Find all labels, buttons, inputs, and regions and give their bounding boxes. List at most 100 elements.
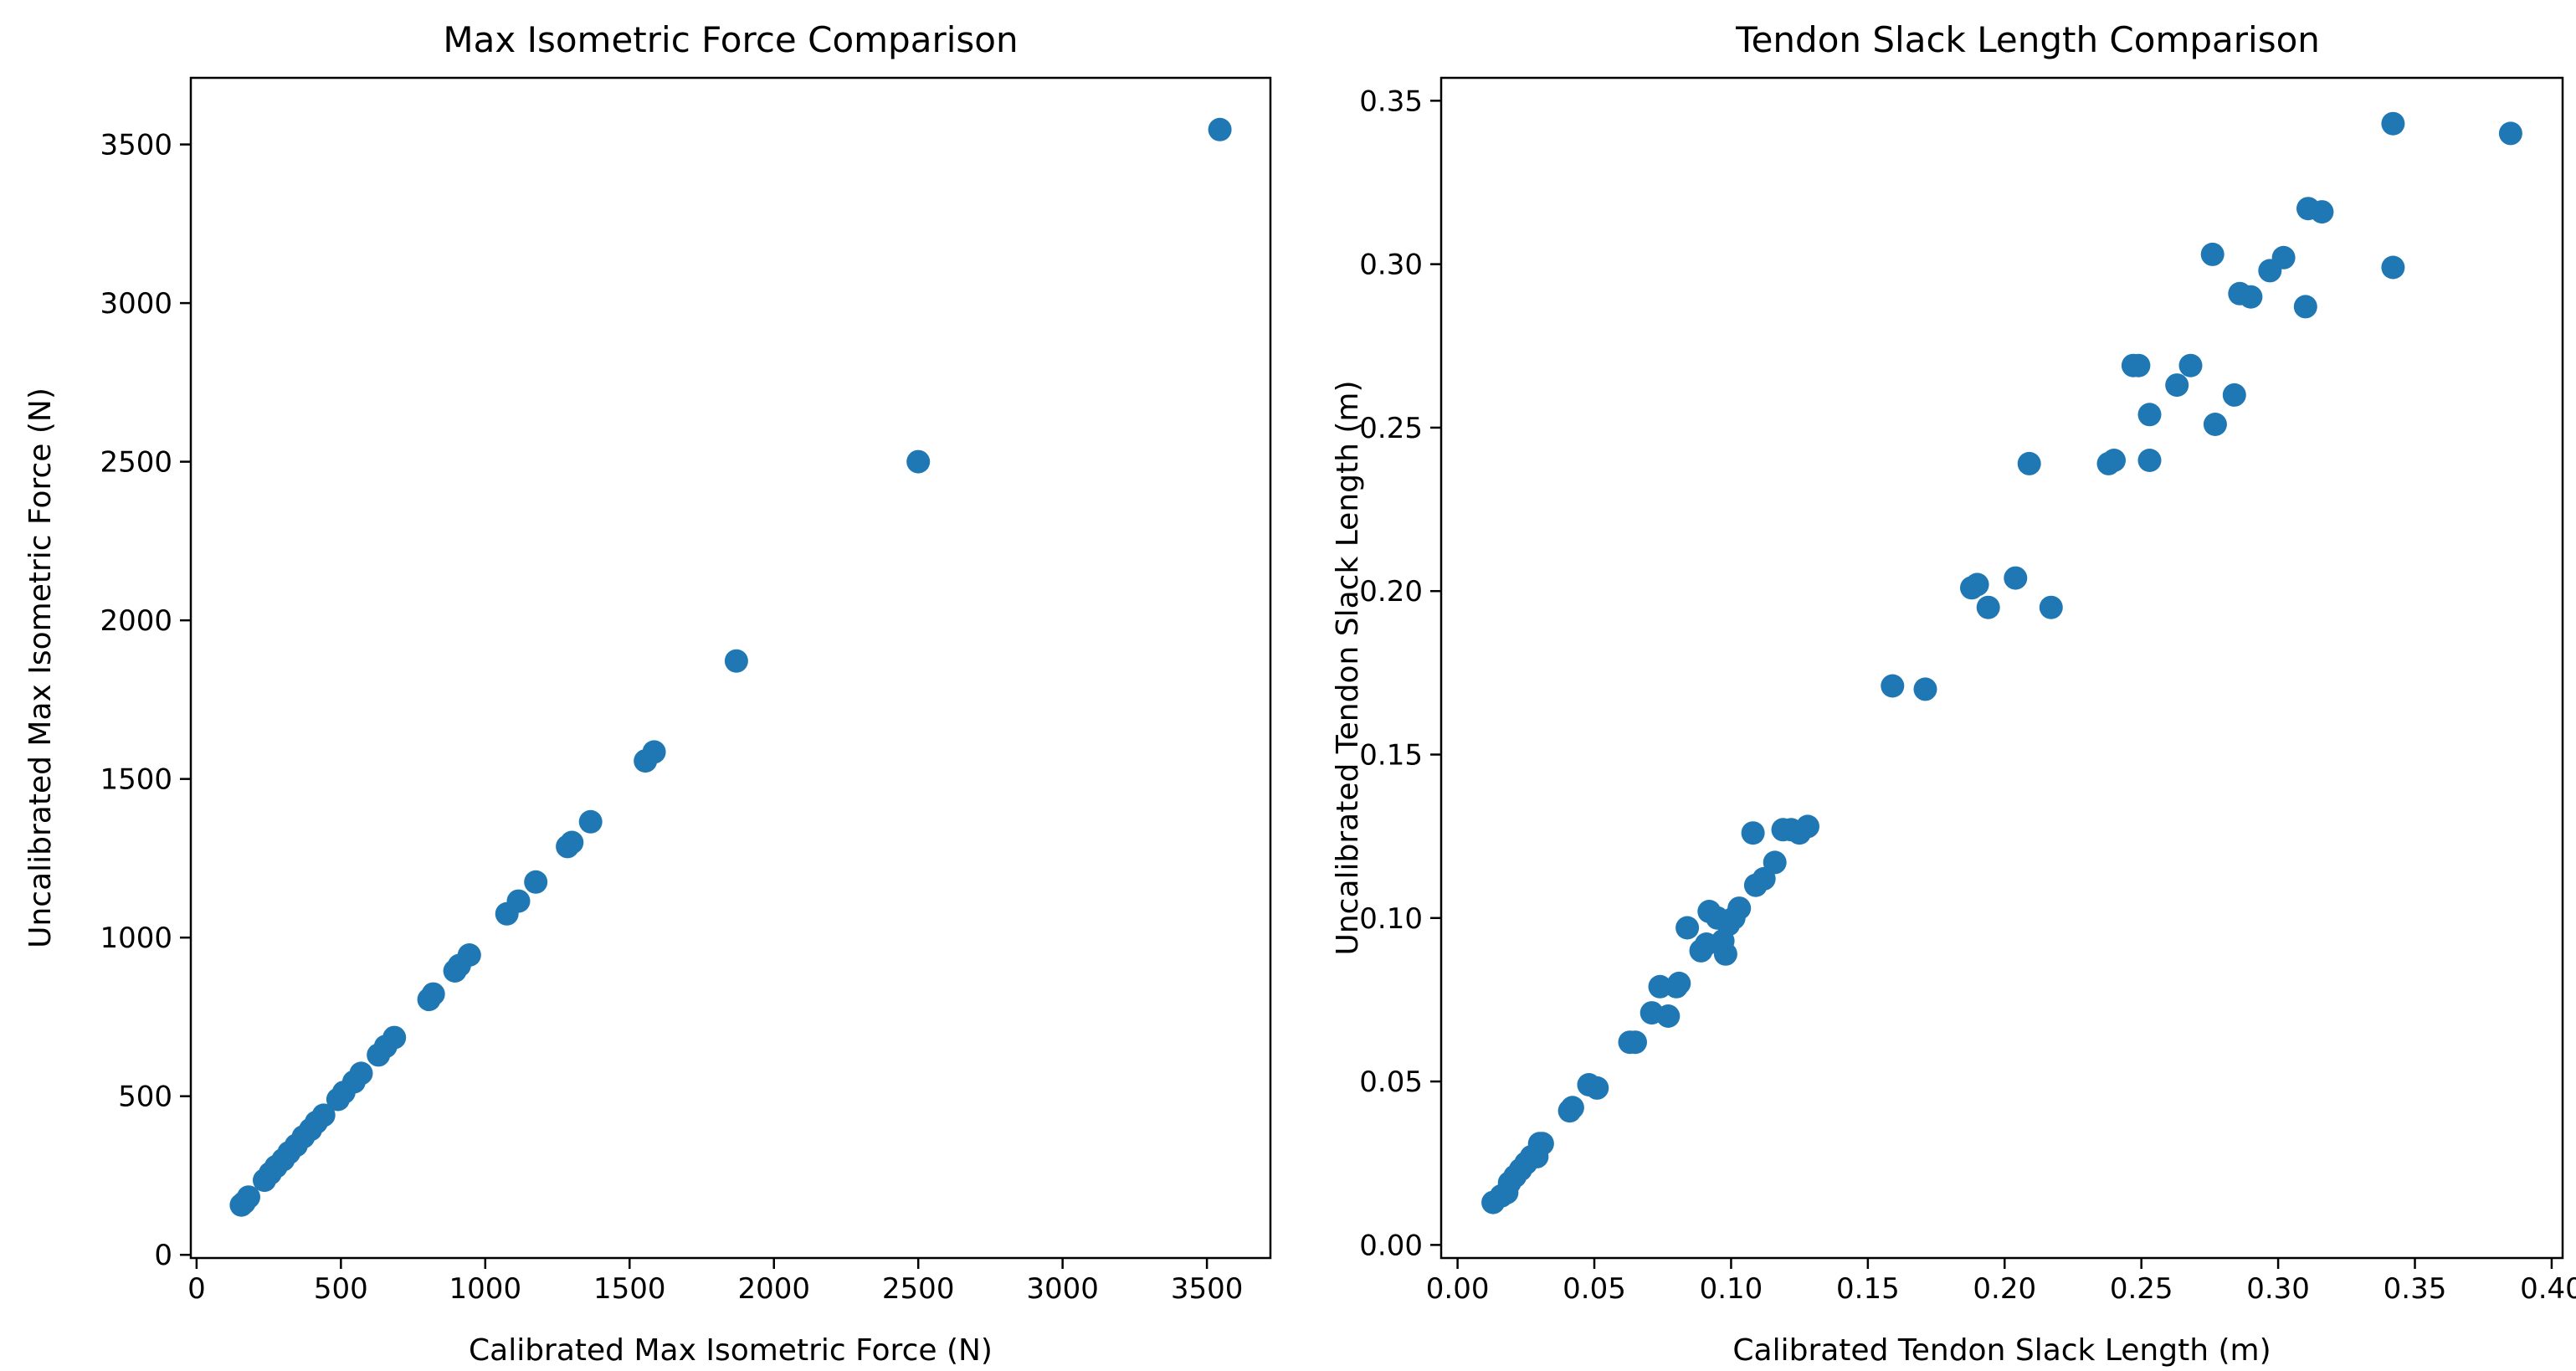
data-point (1727, 896, 1752, 921)
plot-area-frame (189, 76, 1272, 1260)
data-point (1675, 916, 1700, 940)
data-point (2222, 383, 2246, 407)
data-point (237, 1185, 260, 1209)
x-tick-label: 3500 (1171, 1272, 1244, 1306)
data-point (1648, 974, 1672, 999)
y-tick-label: 0.20 (1359, 575, 1423, 608)
x-tick-label: 0.30 (2246, 1272, 2310, 1306)
data-point (578, 809, 603, 834)
y-axis-ticks: 0 500 1000 1500 2000 2500 3000 3500 (100, 129, 191, 1272)
data-point (1763, 850, 1787, 875)
data-point (2271, 245, 2296, 270)
data-point (2200, 242, 2224, 266)
data-point (724, 649, 748, 673)
x-axis-label: Calibrated Tendon Slack Length (m) (1732, 1333, 2271, 1368)
data-point (311, 1103, 336, 1127)
data-point (1796, 814, 1819, 839)
x-axis-label: Calibrated Max Isometric Force (N) (469, 1333, 993, 1368)
scatter-points (229, 117, 1232, 1217)
data-point (2293, 295, 2317, 319)
y-tick-label: 1000 (100, 922, 172, 955)
data-point (2137, 403, 2162, 427)
data-point (2137, 449, 2162, 472)
data-point (906, 449, 931, 474)
y-axis-label: Uncalibrated Max Isometric Force (N) (23, 388, 58, 948)
data-point (349, 1061, 373, 1086)
data-point (1560, 1096, 1584, 1120)
tendon-slack-comparison-chart: Tendon Slack Length Comparison 0.00 0.05 0… (1331, 19, 2576, 1368)
x-tick-label: 3000 (1026, 1272, 1099, 1306)
data-point (2004, 566, 2028, 590)
x-tick-label: 0.20 (1973, 1272, 2036, 1306)
y-tick-label: 0.35 (1359, 85, 1423, 118)
y-tick-label: 0.00 (1359, 1229, 1423, 1262)
data-point (2310, 200, 2334, 224)
data-point (1881, 674, 1905, 698)
scatter-points (1481, 111, 2522, 1214)
data-point (1530, 1132, 1554, 1156)
data-point (2498, 121, 2522, 146)
x-tick-label: 0.10 (1700, 1272, 1763, 1306)
data-point (1656, 1004, 1681, 1028)
data-point (2381, 255, 2405, 280)
data-point (2239, 285, 2263, 309)
y-tick-label: 2000 (100, 604, 172, 638)
y-axis-ticks: 0.00 0.05 0.10 0.15 0.20 0.25 0.30 0.35 (1359, 85, 1441, 1262)
data-point (2381, 111, 2405, 136)
chart-title: Max Isometric Force Comparison (443, 19, 1018, 60)
data-point (1913, 677, 1937, 701)
x-axis-ticks: 0.00 0.05 0.10 0.15 0.20 0.25 0.30 0.35 0.40 (1426, 1258, 2576, 1306)
data-point (1208, 117, 1232, 141)
data-point (560, 830, 584, 855)
data-point (642, 740, 666, 764)
x-tick-label: 0.00 (1426, 1272, 1490, 1306)
x-tick-label: 0.25 (2110, 1272, 2173, 1306)
x-tick-label: 0.35 (2384, 1272, 2447, 1306)
x-tick-label: 2500 (882, 1272, 955, 1306)
y-tick-label: 0 (154, 1239, 172, 1272)
y-tick-label: 0.25 (1359, 412, 1423, 445)
force-comparison-chart: Max Isometric Force Comparison 0 500 1000 1… (23, 19, 1272, 1368)
data-point (1585, 1076, 1609, 1100)
y-tick-label: 1500 (100, 763, 172, 797)
data-point (457, 943, 481, 967)
data-point (506, 889, 531, 913)
y-tick-label: 0.05 (1359, 1065, 1423, 1099)
data-point (2017, 451, 2041, 475)
x-tick-label: 0.15 (1836, 1272, 1900, 1306)
data-point (2178, 353, 2203, 377)
data-point (1713, 942, 1737, 966)
y-tick-label: 3500 (100, 129, 172, 162)
data-point (2102, 449, 2126, 472)
data-point (2127, 353, 2151, 377)
x-tick-label: 0.05 (1563, 1272, 1626, 1306)
data-point (1741, 821, 1765, 845)
x-tick-label: 500 (314, 1272, 368, 1306)
data-point (1965, 573, 1989, 597)
data-point (2165, 373, 2189, 398)
y-tick-label: 2500 (100, 446, 172, 480)
plot-area-frame (1439, 76, 2564, 1260)
data-point (524, 870, 548, 894)
x-tick-label: 0 (187, 1272, 206, 1306)
y-tick-label: 3000 (100, 287, 172, 321)
y-tick-label: 500 (118, 1081, 172, 1114)
x-tick-label: 1500 (593, 1272, 666, 1306)
x-tick-label: 2000 (737, 1272, 810, 1306)
y-tick-label: 0.10 (1359, 902, 1423, 936)
data-point (382, 1025, 407, 1050)
data-point (2203, 413, 2227, 436)
y-axis-label: Uncalibrated Tendon Slack Length (m) (1331, 380, 1365, 955)
x-axis-ticks: 0 500 1000 1500 2000 2500 3000 3500 (187, 1258, 1243, 1306)
data-point (1976, 595, 2000, 619)
y-tick-label: 0.15 (1359, 739, 1423, 773)
data-point (421, 982, 445, 1006)
data-point (2039, 595, 2063, 619)
chart-title: Tendon Slack Length Comparison (1735, 19, 2320, 60)
data-point (1667, 971, 1691, 995)
y-tick-label: 0.30 (1359, 249, 1423, 282)
x-tick-label: 1000 (449, 1272, 522, 1306)
data-point (1624, 1030, 1647, 1055)
x-tick-label: 0.40 (2520, 1272, 2576, 1306)
